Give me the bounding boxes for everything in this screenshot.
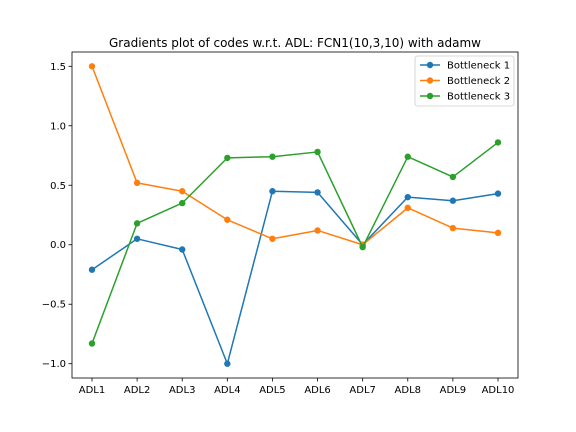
bottleneck-1-point [224,360,231,367]
bottleneck-2-legend-label: Bottleneck 2 [447,76,510,87]
bottleneck-1-point [404,193,411,201]
chart-title: Gradients plot of codes w.r.t. ADL: FCN1… [109,36,481,50]
bottleneck-3-point [404,153,411,160]
bottleneck-3-point [88,340,96,347]
bottleneck-3-point [133,220,141,227]
y-tick-label: 1.5 [50,62,66,73]
bottleneck-2-point [179,188,186,195]
bottleneck-3-point [359,243,366,251]
bottleneck-2-point [88,63,96,70]
bottleneck-3-point [314,148,321,156]
bottleneck-1-point [133,235,141,242]
x-tick-label: ADL10 [482,385,515,396]
legend: Bottleneck 1 Bottleneck 2 Bottleneck 3 [414,55,515,107]
bottleneck-1-point [314,189,321,196]
plot-area [88,63,502,367]
bottleneck-3-point [224,154,231,162]
bottleneck-1-legend-label: Bottleneck 1 [447,61,510,72]
bottleneck-2-line [91,66,499,246]
y-tick-label: 0.5 [50,181,66,192]
x-tick-label: ADL3 [169,385,195,396]
y-axis: −1.0 −0.5 0.0 0.5 1.0 1.5 [42,62,72,370]
bottleneck-2-point [404,204,411,212]
bottleneck-1-point [449,197,457,204]
x-tick-label: ADL6 [304,385,330,396]
bottleneck-2-point [494,229,502,237]
bottleneck-2-point [224,216,231,223]
bottleneck-1-legend-marker [426,61,434,69]
x-tick-label: ADL7 [349,385,375,396]
x-tick-label: ADL9 [440,385,466,396]
x-tick-label: ADL1 [79,385,105,396]
bottleneck-1-point [179,246,186,253]
y-tick-label: −1.0 [42,359,66,370]
y-tick-label: 1.0 [50,121,66,132]
bottleneck-3-legend-label: Bottleneck 3 [447,92,510,103]
legend-box [414,55,515,107]
axes-frame [71,51,519,379]
y-tick-label: −0.5 [42,300,66,311]
x-tick-label: ADL8 [395,385,421,396]
bottleneck-2-point [269,235,276,242]
bottleneck-2-legend-marker [426,77,434,84]
bottleneck-2-point [133,179,141,187]
bottleneck-1-point [269,188,276,195]
bottleneck-3-point [494,139,502,146]
bottleneck-3-legend-marker [426,92,434,100]
x-axis: ADL1 ADL2 ADL3 ADL4 ADL5 ADL6 ADL7 ADL8 ADL9 ADL1… [79,378,515,396]
bottleneck-1-line [91,190,499,365]
bottleneck-3-line [91,141,499,344]
x-tick-label: ADL2 [124,385,150,396]
bottleneck-3-point [179,199,186,207]
bottleneck-3-point [449,173,457,181]
x-tick-label: ADL5 [259,385,285,396]
bottleneck-1-point [494,190,502,197]
bottleneck-2-point [449,224,457,232]
bottleneck-1-point [88,266,96,273]
x-tick-label: ADL4 [214,385,240,396]
bottleneck-2-point [314,227,321,234]
y-tick-label: 0.0 [50,240,66,251]
bottleneck-3-point [269,153,276,160]
